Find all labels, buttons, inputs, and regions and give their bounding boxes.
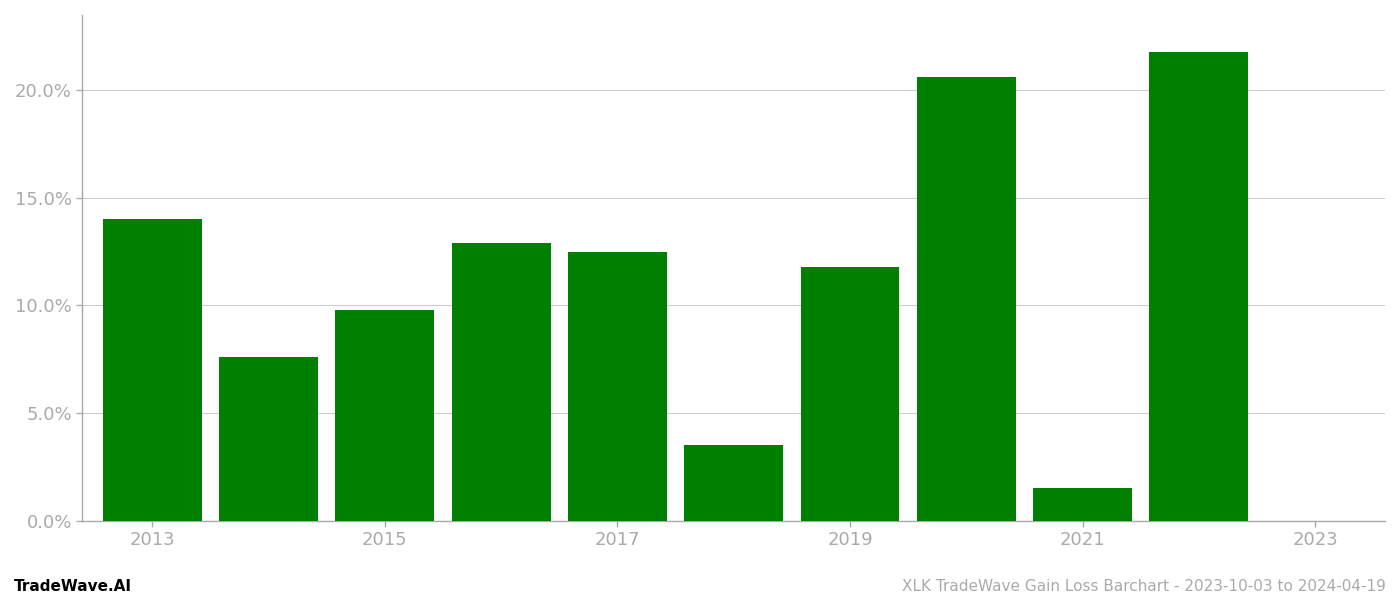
Bar bbox=[568, 251, 666, 521]
Bar bbox=[1149, 52, 1249, 521]
Text: TradeWave.AI: TradeWave.AI bbox=[14, 579, 132, 594]
Bar bbox=[218, 357, 318, 521]
Bar bbox=[917, 77, 1016, 521]
Bar bbox=[801, 267, 899, 521]
Bar bbox=[452, 243, 550, 521]
Bar bbox=[685, 445, 783, 521]
Bar bbox=[1033, 488, 1133, 521]
Text: XLK TradeWave Gain Loss Barchart - 2023-10-03 to 2024-04-19: XLK TradeWave Gain Loss Barchart - 2023-… bbox=[902, 579, 1386, 594]
Bar bbox=[336, 310, 434, 521]
Bar bbox=[102, 220, 202, 521]
